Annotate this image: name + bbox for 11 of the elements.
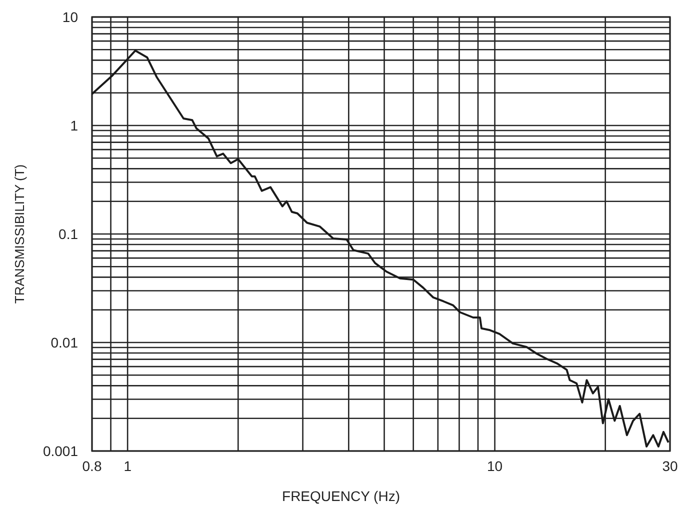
y-tick-label: 10 bbox=[62, 9, 78, 25]
y-tick-label: 0.01 bbox=[50, 334, 78, 350]
y-tick-label: 1 bbox=[70, 118, 78, 134]
x-tick-label: 10 bbox=[487, 458, 503, 474]
x-tick-label: 30 bbox=[662, 458, 678, 474]
y-axis-title: TRANSMISSIBILITY (T) bbox=[12, 164, 27, 304]
y-tick-label: 0.1 bbox=[58, 226, 78, 242]
x-tick-label: 1 bbox=[124, 458, 132, 474]
x-tick-label: 0.8 bbox=[82, 458, 102, 474]
y-tick-label: 0.001 bbox=[42, 443, 78, 459]
x-axis-title: FREQUENCY (Hz) bbox=[282, 488, 400, 504]
